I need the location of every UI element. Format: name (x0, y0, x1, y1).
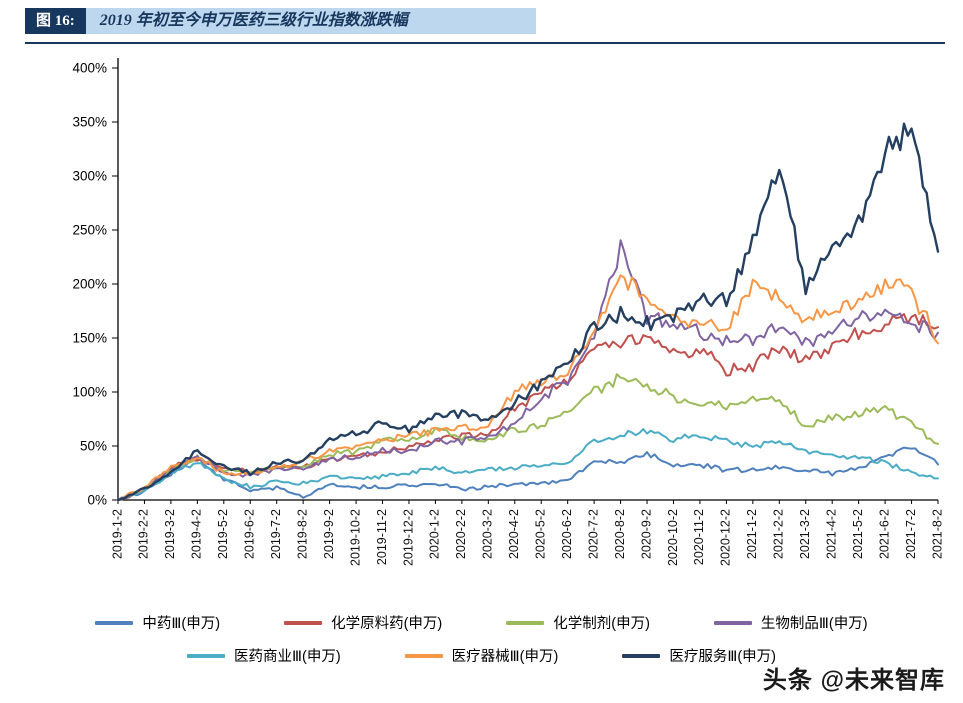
legend-label: 化学制剂(申万) (553, 616, 650, 632)
figure-number-label: 图 16: (25, 8, 86, 34)
series-line-1 (117, 446, 939, 501)
legend-label: 中药Ⅲ(申万) (142, 616, 221, 632)
legend-line-swatch (284, 620, 323, 625)
x-axis-label: 2020-12-2 (719, 509, 733, 566)
legend-item: 医疗服务Ⅲ(申万) (622, 645, 776, 666)
legend-label: 医疗器械Ⅲ(申万) (451, 649, 559, 665)
x-axis-label: 2019-5-2 (216, 509, 230, 559)
watermark: 头条 @未来智库 (762, 667, 945, 694)
x-axis-label: 2021-3-2 (798, 509, 812, 559)
x-axis-label: 2021-6-2 (877, 509, 891, 559)
legend-line-swatch (622, 653, 661, 658)
x-axis-label: 2019-9-2 (322, 509, 336, 559)
legend-row: 中药Ⅲ(申万) 化学原料药(申万) 化学制剂(申万) 生物制品Ⅲ(申万) (0, 612, 963, 633)
figure-title: 2019 年初至今申万医药三级行业指数涨跌幅 (85, 8, 536, 34)
x-axis-label: 2021-7-2 (904, 509, 918, 559)
legend-label: 生物制品Ⅲ(申万) (760, 616, 868, 632)
x-axis-label: 2019-4-2 (190, 509, 204, 559)
x-axis-label: 2021-1-2 (745, 509, 759, 559)
x-axis-label: 2019-6-2 (243, 509, 257, 559)
x-axis-label: 2019-11-2 (375, 509, 389, 565)
y-axis-label: 200% (72, 277, 107, 292)
header-divider (25, 42, 945, 44)
legend-label: 医疗服务Ⅲ(申万) (669, 649, 776, 665)
x-axis-label: 2020-4-2 (507, 509, 521, 559)
x-axis-label: 2020-8-2 (613, 509, 627, 559)
legend-item: 医药商业Ⅲ(申万) (187, 645, 341, 666)
x-axis-label: 2019-1-2 (110, 509, 124, 559)
x-axis-label: 2020-9-2 (639, 509, 653, 559)
line-chart: 0% 50% 100% 150% 200% 250% 300% 350% 400% 2019-1-… (72, 58, 944, 566)
legend-line-swatch (506, 620, 545, 625)
legend-item: 化学原料药(申万) (284, 612, 442, 633)
x-axis-label: 2019-8-2 (295, 509, 309, 559)
x-axis-label: 2020-7-2 (586, 509, 600, 559)
x-axis-label: 2020-1-2 (428, 509, 442, 559)
x-axis-label: 2021-5-2 (851, 509, 865, 559)
series-line-5 (117, 428, 939, 501)
legend-item: 化学制剂(申万) (506, 612, 650, 633)
legend-item: 医疗器械Ⅲ(申万) (404, 645, 559, 666)
x-axis-label: 2021-2-2 (772, 509, 786, 559)
x-axis-label: 2020-11-2 (692, 509, 706, 565)
y-axis-label: 250% (72, 223, 107, 238)
x-axis-label: 2020-10-2 (666, 509, 680, 566)
y-axis-label: 400% (72, 61, 107, 76)
chart-legend: 中药Ⅲ(申万) 化学原料药(申万) 化学制剂(申万) 生物制品Ⅲ(申万) 医药商业Ⅲ(申… (0, 612, 963, 678)
x-axis-label: 2019-3-2 (163, 509, 177, 559)
legend-line-swatch (713, 620, 752, 625)
legend-item: 生物制品Ⅲ(申万) (713, 612, 868, 633)
y-axis-label: 350% (72, 115, 107, 130)
legend-label: 化学原料药(申万) (331, 616, 443, 632)
legend-line-swatch (187, 653, 226, 658)
y-axis-label: 50% (80, 439, 107, 454)
legend-line-swatch (404, 653, 443, 658)
x-axis-label: 2019-10-2 (348, 509, 362, 566)
y-axis-label: 150% (72, 331, 107, 346)
figure-header: 图 16: 2019 年初至今申万医药三级行业指数涨跌幅 (25, 8, 536, 34)
legend-line-swatch (95, 620, 134, 625)
legend-row: 医药商业Ⅲ(申万) 医疗器械Ⅲ(申万) 医疗服务Ⅲ(申万) (0, 645, 963, 666)
y-axis-label: 0% (87, 493, 107, 508)
x-axis-label: 2019-2-2 (137, 509, 151, 559)
x-axis-label: 2020-6-2 (560, 509, 574, 559)
legend-item: 中药Ⅲ(申万) (95, 612, 220, 633)
x-axis-label: 2020-3-2 (481, 509, 495, 559)
series-line-7 (116, 122, 940, 502)
x-axis-label: 2019-7-2 (269, 509, 283, 559)
x-axis-label: 2021-4-2 (824, 509, 838, 559)
x-axis-label: 2020-5-2 (534, 509, 548, 559)
series-line-4 (117, 239, 939, 501)
legend-label: 医药商业Ⅲ(申万) (234, 649, 341, 665)
x-axis-label: 2019-12-2 (401, 509, 415, 566)
x-axis-label: 2021-8-2 (930, 509, 944, 559)
y-axis-label: 100% (72, 385, 107, 400)
y-axis-label: 300% (72, 169, 107, 184)
x-axis-label: 2020-2-2 (454, 509, 468, 559)
